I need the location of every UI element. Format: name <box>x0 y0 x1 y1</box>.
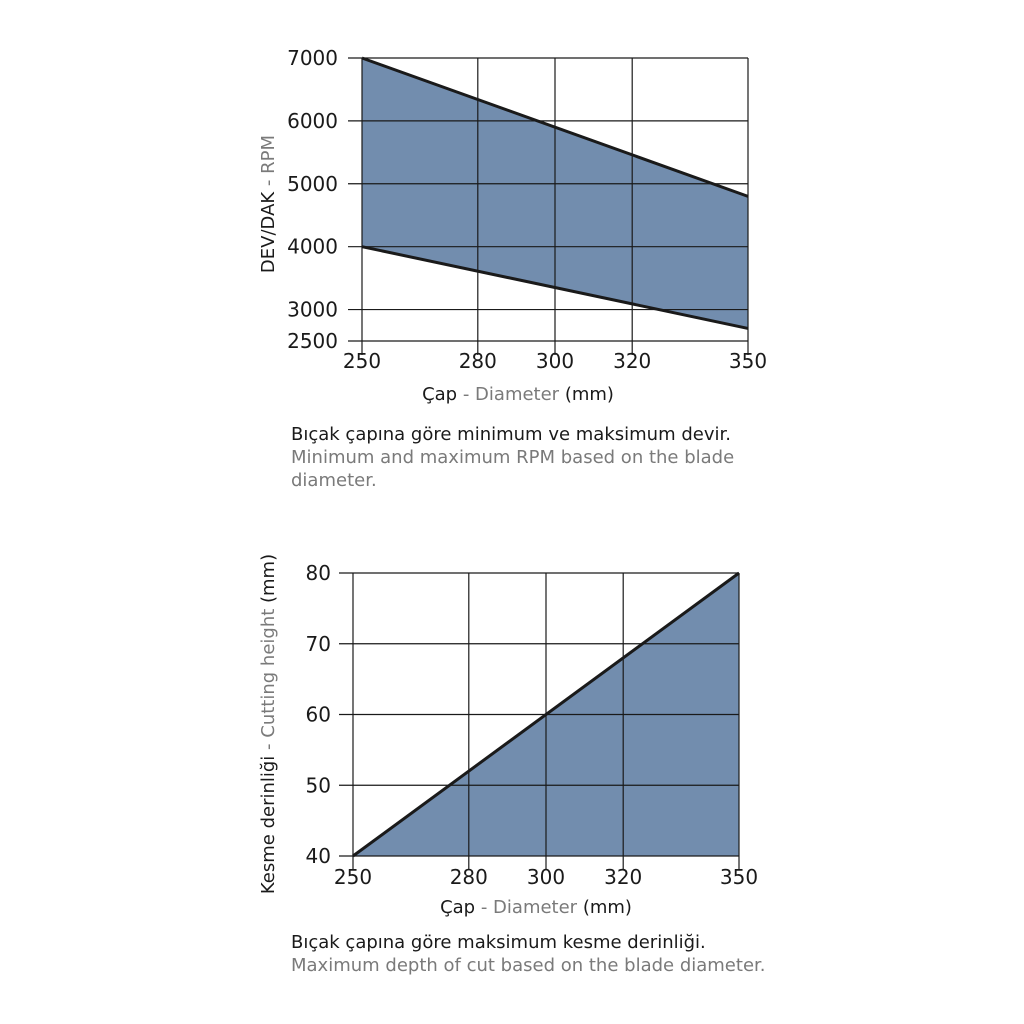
cutting-height-y-tick-labels: 40 50 60 70 80 <box>306 561 331 868</box>
c2-y-tick-label-3: 70 <box>306 632 331 656</box>
cutting-height-line <box>352 571 740 858</box>
rpm-x-axis-title: Çap - Diameter (mm) <box>422 384 614 405</box>
c1-x-tick-label-4: 350 <box>729 349 767 373</box>
c2-y-tick-label-4: 80 <box>306 561 331 585</box>
c1-x-tick-label-0: 250 <box>343 349 381 373</box>
c2-x-tick-label-1: 280 <box>450 865 488 889</box>
cutting-height-chart: 250 280 300 320 350 40 50 60 70 80 Çap - Diamete… <box>258 554 766 976</box>
c2-y-tick-label-0: 40 <box>306 844 331 868</box>
rpm-caption-en-line2: diameter. <box>291 470 377 491</box>
rpm-y-axis-title: DEV/DAK - RPM <box>258 135 279 273</box>
rpm-x-tick-labels: 250 280 300 320 350 <box>343 349 767 373</box>
rpm-caption-tr: Bıçak çapına göre minimum ve maksimum de… <box>291 424 731 445</box>
cutting-height-x-tick-labels: 250 280 300 320 350 <box>334 865 758 889</box>
c2-y-tick-label-2: 60 <box>306 703 331 727</box>
c2-x-tick-label-3: 320 <box>604 865 642 889</box>
c2-x-tick-label-2: 300 <box>527 865 565 889</box>
cutting-height-grid <box>339 572 740 870</box>
c1-y-tick-label-3: 5000 <box>287 172 338 196</box>
c1-y-tick-label-0: 2500 <box>287 329 338 353</box>
cutting-height-caption-tr: Bıçak çapına göre maksimum kesme derinli… <box>291 932 706 953</box>
cutting-height-caption-en: Maximum depth of cut based on the blade … <box>291 955 766 976</box>
rpm-chart: 250 280 300 320 350 2500 3000 4000 5000 6000 7000… <box>258 46 767 491</box>
c1-x-tick-label-3: 320 <box>613 349 651 373</box>
c2-x-tick-label-0: 250 <box>334 865 372 889</box>
c1-y-tick-label-5: 7000 <box>287 46 338 70</box>
c1-y-tick-label-4: 6000 <box>287 109 338 133</box>
c1-x-tick-label-2: 300 <box>536 349 574 373</box>
cutting-height-x-axis-title: Çap - Diameter (mm) <box>440 897 632 918</box>
c2-x-tick-label-4: 350 <box>720 865 758 889</box>
cutting-height-y-axis-title: Kesme derinliği - Cutting height (mm) <box>258 554 279 894</box>
rpm-caption-en-line1: Minimum and maximum RPM based on the bla… <box>291 447 734 468</box>
rpm-max-line <box>361 56 749 198</box>
rpm-min-line <box>361 245 749 330</box>
c1-x-tick-label-1: 280 <box>459 349 497 373</box>
c1-y-tick-label-1: 3000 <box>287 298 338 322</box>
c2-y-tick-label-1: 50 <box>306 773 331 797</box>
c1-y-tick-label-2: 4000 <box>287 235 338 259</box>
rpm-y-tick-labels: 2500 3000 4000 5000 6000 7000 <box>287 46 338 353</box>
rpm-grid <box>348 57 749 355</box>
